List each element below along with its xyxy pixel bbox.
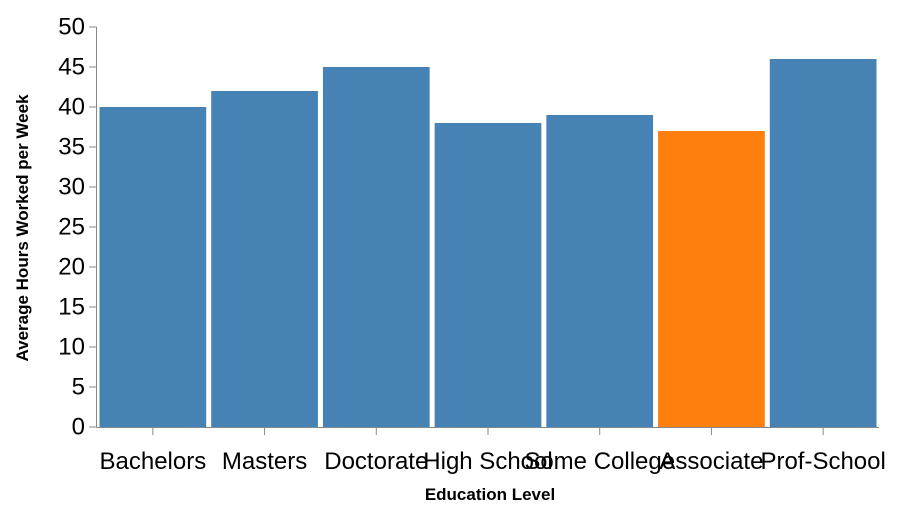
bar-high-school [434,123,542,427]
y-tick-label: 25 [58,214,85,241]
x-tick-label-prof-school: Prof-School [760,448,885,475]
bar-bachelors [99,107,207,427]
y-axis-title: Average Hours Worked per Week [13,94,32,362]
x-tick-label-some-college: Some College [524,448,675,475]
bar-prof-school [769,59,877,427]
x-tick-label-masters: Masters [222,448,307,475]
bar-some-college [546,115,654,427]
bars-group [99,59,877,427]
x-tick-label-bachelors: Bachelors [99,448,206,475]
y-tick-label: 20 [58,254,85,281]
y-tick-label: 50 [58,14,85,41]
y-axis: 0 5 10 15 20 25 30 35 40 45 50 [58,14,97,441]
x-axis-title: Education Level [425,485,555,504]
y-tick-label: 40 [58,94,85,121]
y-tick-label: 15 [58,294,85,321]
y-tick-label: 35 [58,134,85,161]
x-tick-label-high-school: High School [423,448,552,475]
bar-associate [658,131,765,427]
x-tick-label-doctorate: Doctorate [324,448,428,475]
bar-masters [211,91,318,427]
y-tick-label: 45 [58,54,85,81]
bar-doctorate [322,67,430,427]
y-tick-label: 30 [58,174,85,201]
x-tick-label-associate: Associate [659,448,763,475]
y-tick-label: 10 [58,334,85,361]
y-tick-label: 0 [72,414,85,441]
y-tick-label: 5 [72,374,85,401]
